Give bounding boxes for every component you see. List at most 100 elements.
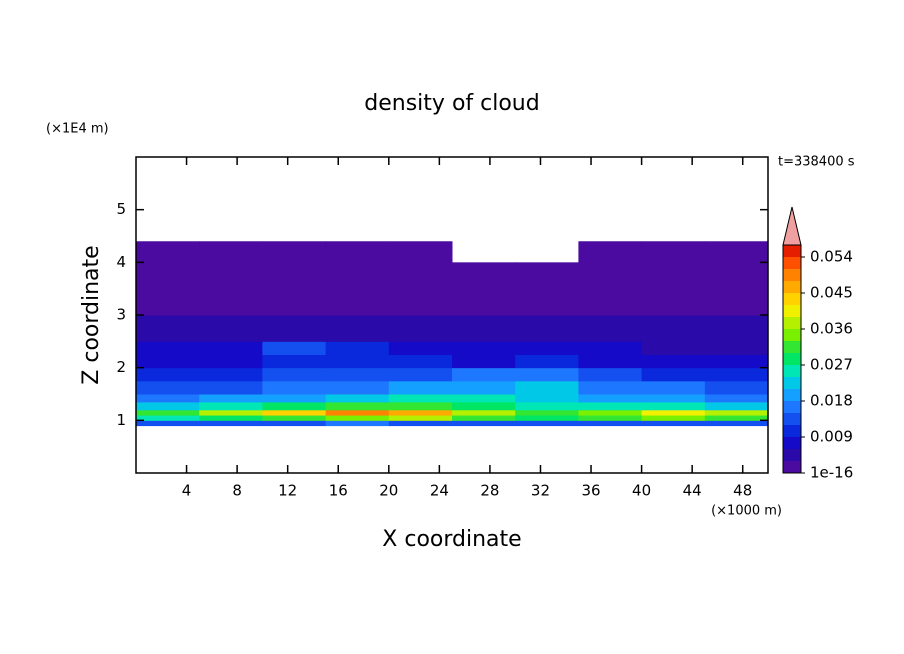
heat-cell xyxy=(262,288,327,316)
heat-cell xyxy=(262,262,327,290)
heat-cell xyxy=(388,380,453,395)
heat-cell xyxy=(578,409,643,416)
heat-cell xyxy=(704,315,769,329)
heat-cell xyxy=(325,420,390,427)
heat-cell xyxy=(136,354,200,369)
y-tick-label: 4 xyxy=(116,253,126,271)
heat-cell xyxy=(136,415,200,421)
colorbar-tick-label: 0.036 xyxy=(810,320,853,338)
heat-cell xyxy=(388,354,453,369)
heat-cell xyxy=(199,354,263,369)
heat-cell xyxy=(704,341,769,355)
y-unit: (×1E4 m) xyxy=(46,122,109,137)
heat-cell xyxy=(262,328,327,342)
colorbar-band xyxy=(783,377,801,389)
annotation: t=338400 s xyxy=(778,155,855,170)
y-tick-label: 1 xyxy=(116,411,126,429)
heat-cell xyxy=(704,420,769,427)
heat-cell xyxy=(515,262,579,290)
heat-cell xyxy=(578,288,643,316)
heat-cell xyxy=(704,241,769,263)
colorbar-band xyxy=(783,269,801,281)
heat-cell xyxy=(388,315,453,329)
heat-cell xyxy=(325,367,390,382)
heat-cell xyxy=(641,315,706,329)
colorbar-extend xyxy=(782,206,802,246)
colorbar-band xyxy=(783,413,801,425)
heat-cell xyxy=(262,394,327,403)
heat-cell xyxy=(515,394,579,403)
heat-cell xyxy=(452,415,516,421)
heat-cell xyxy=(704,380,769,395)
heat-cell xyxy=(704,262,769,290)
y-tick-label: 5 xyxy=(116,200,126,218)
heat-cell xyxy=(515,401,579,411)
heat-cell xyxy=(452,409,516,416)
heat-cell xyxy=(262,315,327,329)
heat-cell xyxy=(262,415,327,421)
heat-cell xyxy=(641,420,706,427)
heat-cell xyxy=(325,409,390,416)
heat-cell xyxy=(136,241,200,263)
heat-cell xyxy=(515,380,579,395)
heat-cell xyxy=(325,354,390,369)
heat-cell xyxy=(262,409,327,416)
heat-cell xyxy=(641,367,706,382)
heat-cell xyxy=(452,401,516,411)
heat-cell xyxy=(704,415,769,421)
y-tick-label: 2 xyxy=(116,358,126,376)
heat-cell xyxy=(199,341,263,355)
heat-cell xyxy=(641,409,706,416)
heat-cell xyxy=(136,380,200,395)
colorbar-band xyxy=(783,461,801,473)
heat-cell xyxy=(262,380,327,395)
heat-cell xyxy=(199,262,263,290)
heat-cell xyxy=(199,394,263,403)
x-tick-label: 44 xyxy=(683,482,702,500)
heat-cell xyxy=(452,394,516,403)
heat-cell xyxy=(641,241,706,263)
heat-cell xyxy=(136,367,200,382)
heat-cell xyxy=(641,288,706,316)
heat-cell xyxy=(578,367,643,382)
x-tick-label: 24 xyxy=(430,482,449,500)
heat-cell xyxy=(452,367,516,382)
colorbar-band xyxy=(783,449,801,461)
heat-cell xyxy=(262,367,327,382)
heat-cell xyxy=(325,415,390,421)
heat-cell xyxy=(641,401,706,411)
colorbar-tick-label: 1e-16 xyxy=(810,464,853,482)
colorbar-band xyxy=(783,365,801,377)
heat-cell xyxy=(515,367,579,382)
heat-cell xyxy=(388,420,453,427)
colorbar-band xyxy=(783,425,801,437)
heat-cell xyxy=(578,354,643,369)
heat-cell xyxy=(388,409,453,416)
heat-cell xyxy=(325,315,390,329)
heat-cell xyxy=(136,262,200,290)
x-axis-label: X coordinate xyxy=(382,527,521,552)
y-tick-label: 3 xyxy=(116,306,126,324)
heat-cell xyxy=(452,354,516,369)
heat-cell xyxy=(641,341,706,355)
heat-cell xyxy=(388,367,453,382)
heat-cell xyxy=(515,415,579,421)
x-tick-label: 36 xyxy=(581,482,600,500)
heat-cell xyxy=(325,341,390,355)
heat-cell xyxy=(704,409,769,416)
heat-cell xyxy=(704,288,769,316)
heat-cell xyxy=(704,367,769,382)
heat-cell xyxy=(578,380,643,395)
heat-cell xyxy=(515,288,579,316)
heat-cell xyxy=(452,380,516,395)
x-tick-label: 20 xyxy=(379,482,398,500)
x-tick-label: 40 xyxy=(632,482,651,500)
colorbar-band xyxy=(783,401,801,413)
heat-cell xyxy=(262,420,327,427)
heat-cell xyxy=(641,328,706,342)
colorbar-tick-label: 0.045 xyxy=(810,284,853,302)
heat-cell xyxy=(136,315,200,329)
heat-cell xyxy=(199,409,263,416)
colorbar-band xyxy=(783,329,801,341)
